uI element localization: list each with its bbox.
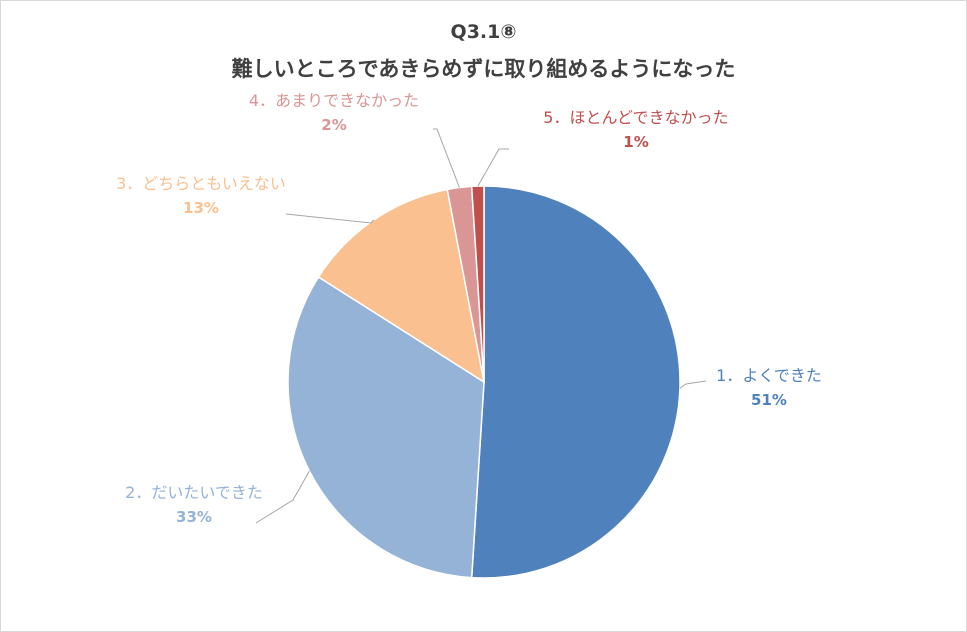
pie-slice-daitai-dekita <box>287 275 485 579</box>
leader-line-daitai-dekita <box>255 470 310 524</box>
slice-label-amari-dekinakatta: 4．あまりできなかった <box>249 91 419 110</box>
chart-title: Q3.1⑧ <box>450 21 517 43</box>
slice-percent-yoku-dekita: 51% <box>751 391 787 409</box>
chart-subtitle: 難しいところであきらめずに取り組めるようになった <box>231 57 736 81</box>
slice-label-yoku-dekita: 1．よくできた <box>716 366 822 385</box>
slice-percent-dochira-tomo: 13% <box>183 199 219 217</box>
pie-slice-yoku-dekita <box>470 185 681 579</box>
leader-line-amari-dekinakatta <box>433 128 460 188</box>
leader-line-dochira-tomo <box>285 213 375 224</box>
slice-label-dochira-tomo: 3．どちらともいえない <box>116 174 286 193</box>
leader-line-yoku-dekita <box>679 380 707 389</box>
pie-slice-hotondo-dekinakatta <box>470 185 485 383</box>
slice-percent-hotondo-dekinakatta: 1% <box>623 133 648 151</box>
slice-label-daitai-dekita: 2．だいたいできた <box>125 483 263 502</box>
slice-label-hotondo-dekinakatta: 5．ほとんどできなかった <box>543 108 728 127</box>
slice-percent-amari-dekinakatta: 2% <box>321 116 346 134</box>
slice-percent-daitai-dekita: 33% <box>176 508 212 526</box>
leader-line-hotondo-dekinakatta <box>477 148 509 187</box>
